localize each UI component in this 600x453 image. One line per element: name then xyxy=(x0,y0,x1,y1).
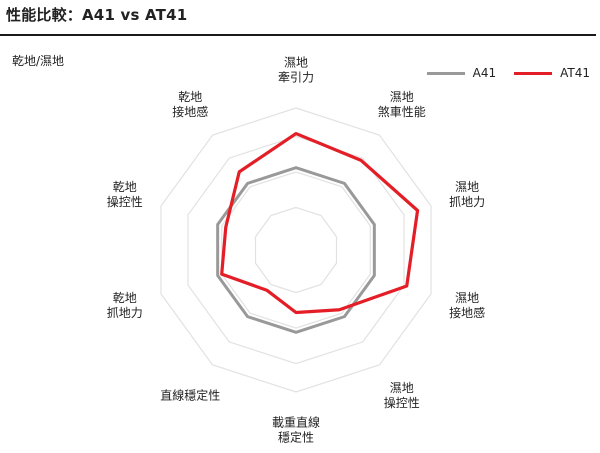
grid-ring-2 xyxy=(187,135,405,365)
axis-label-8: 乾地操控性 xyxy=(107,180,143,209)
axis-label-5: 載重直線穩定性 xyxy=(272,415,320,445)
axis-label-3: 濕地接地感 xyxy=(449,291,485,320)
series-line-at41 xyxy=(220,131,420,315)
axis-label-2: 濕地抓地力 xyxy=(449,180,485,209)
axis-label-9: 乾地接地感 xyxy=(172,90,208,119)
chart-subtitle: 乾地/濕地 xyxy=(12,54,65,68)
legend-swatch-at41 xyxy=(514,71,553,75)
axis-label-4: 濕地操控性 xyxy=(384,381,420,410)
legend-item-at41: AT41 xyxy=(514,66,590,80)
title-divider xyxy=(0,34,596,36)
legend-item-a41: A41 xyxy=(426,66,497,80)
legend-label-at41: AT41 xyxy=(560,66,590,80)
chart-title: 性能比較：A41 vs AT41 xyxy=(6,6,188,24)
grid-ring-0 xyxy=(254,206,338,294)
axis-label-6: 直線穩定性 xyxy=(160,388,220,403)
series-line-a41 xyxy=(216,166,376,334)
grid-ring-3 xyxy=(160,107,432,393)
axis-label-0: 濕地牽引力 xyxy=(278,56,314,85)
axis-label-7: 乾地抓地力 xyxy=(107,291,143,320)
legend-swatch-a41 xyxy=(426,71,465,75)
legend-label-a41: A41 xyxy=(472,66,497,80)
grid-ring-1 xyxy=(221,171,371,329)
axis-label-1: 濕地煞車性能 xyxy=(378,90,426,119)
legend: A41 AT41 xyxy=(409,66,590,80)
